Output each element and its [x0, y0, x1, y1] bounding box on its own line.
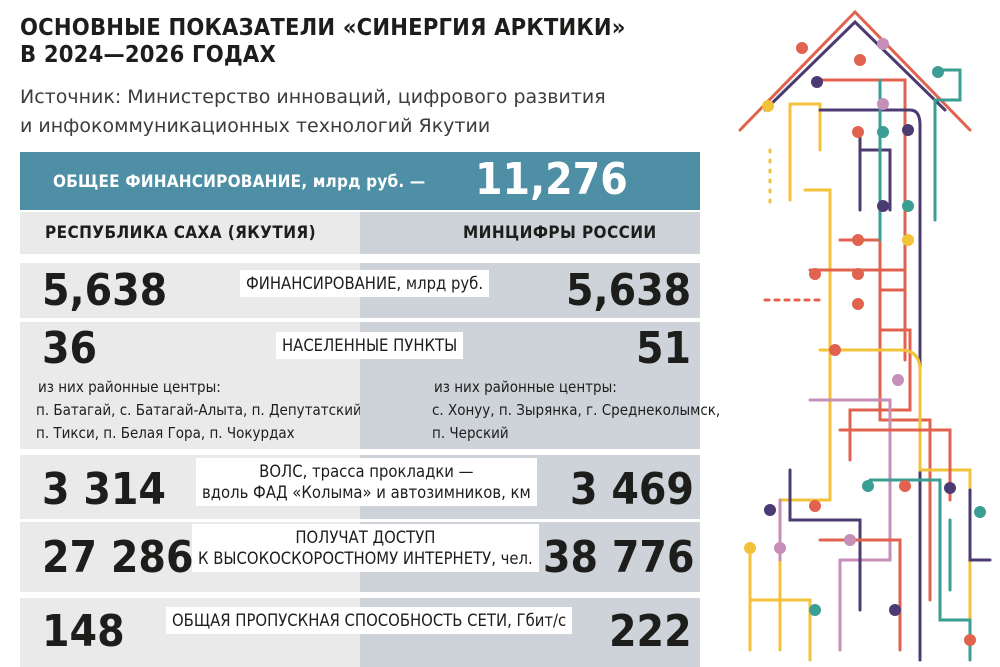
total-funding-label: ОБЩЕЕ ФИНАНСИРОВАНИЕ, млрд руб. —	[53, 172, 426, 192]
fiber-left-value: 3 314	[42, 464, 166, 515]
fiber-right-value: 3 469	[570, 464, 694, 515]
bandwidth-left-value: 148	[42, 606, 125, 657]
fiber-label-line-2: вдоль ФАД «Колыма» и автозимников, км	[202, 483, 531, 502]
source-line-2: и инфокоммуникационных технологий Якутии	[20, 115, 491, 137]
title-line-2: В 2024—2026 ГОДАХ	[20, 40, 276, 68]
source-note: Источник: Министерство инноваций, цифров…	[20, 83, 720, 141]
access-label-line-2: К ВЫСОКОСКОРОСТНОМУ ИНТЕРНЕТУ, чел.	[198, 549, 533, 568]
settlements-right-note-line-1: с. Хонуу, п. Зырянка, г. Среднеколымск,	[432, 401, 721, 419]
settlements-left-value: 36	[42, 323, 98, 374]
column-header-left-label: РЕСПУБЛИКА САХА (ЯКУТИЯ)	[45, 223, 316, 243]
access-left-value: 27 286	[42, 532, 194, 583]
network-arrow-illustration	[738, 9, 992, 662]
access-right-value: 38 776	[543, 532, 695, 583]
settlements-left-note-line-2: п. Тикси, п. Белая Гора, п. Чокурдах	[36, 424, 295, 442]
settlements-right-note-title: из них районные центры:	[434, 378, 617, 396]
column-header-left: РЕСПУБЛИКА САХА (ЯКУТИЯ)	[20, 212, 360, 254]
settlements-row-left: 36 из них районные центры: п. Батагай, с…	[20, 322, 366, 449]
settlements-right-value: 51	[636, 323, 692, 374]
fiber-label: ВОЛС, трасса прокладки — вдоль ФАД «Колы…	[196, 458, 537, 506]
column-header-right-label: МИНЦИФРЫ РОССИИ	[463, 223, 657, 243]
funding-label: ФИНАНСИРОВАНИЕ, млрд руб.	[240, 270, 490, 297]
source-line-1: Источник: Министерство инноваций, цифров…	[20, 86, 606, 108]
funding-right-value: 5,638	[566, 265, 692, 316]
bandwidth-label: ОБЩАЯ ПРОПУСКНАЯ СПОСОБНОСТЬ СЕТИ, Гбит/…	[166, 607, 573, 634]
total-funding-band: ОБЩЕЕ ФИНАНСИРОВАНИЕ, млрд руб. — 11,276	[20, 152, 700, 210]
funding-left-value: 5,638	[42, 265, 168, 316]
access-label-line-1: ПОЛУЧАТ ДОСТУП	[295, 528, 436, 547]
total-funding-value: 11,276	[475, 154, 628, 205]
settlements-label: НАСЕЛЕННЫЕ ПУНКТЫ	[276, 332, 464, 359]
fiber-label-line-1: ВОЛС, трасса прокладки —	[259, 462, 474, 481]
settlements-left-note-title: из них районные центры:	[38, 378, 221, 396]
bandwidth-right-value: 222	[609, 606, 692, 657]
settlements-right-note-line-2: п. Черский	[432, 424, 509, 442]
access-label: ПОЛУЧАТ ДОСТУП К ВЫСОКОСКОРОСТНОМУ ИНТЕР…	[192, 524, 539, 572]
page-title: ОСНОВНЫЕ ПОКАЗАТЕЛИ «СИНЕРГИЯ АРКТИКИ» В…	[20, 14, 720, 68]
column-header-right: МИНЦИФРЫ РОССИИ	[360, 212, 700, 254]
title-line-1: ОСНОВНЫЕ ПОКАЗАТЕЛИ «СИНЕРГИЯ АРКТИКИ»	[20, 13, 626, 41]
settlements-left-note-line-1: п. Батагай, с. Батагай-Алыта, п. Депутат…	[36, 401, 367, 419]
